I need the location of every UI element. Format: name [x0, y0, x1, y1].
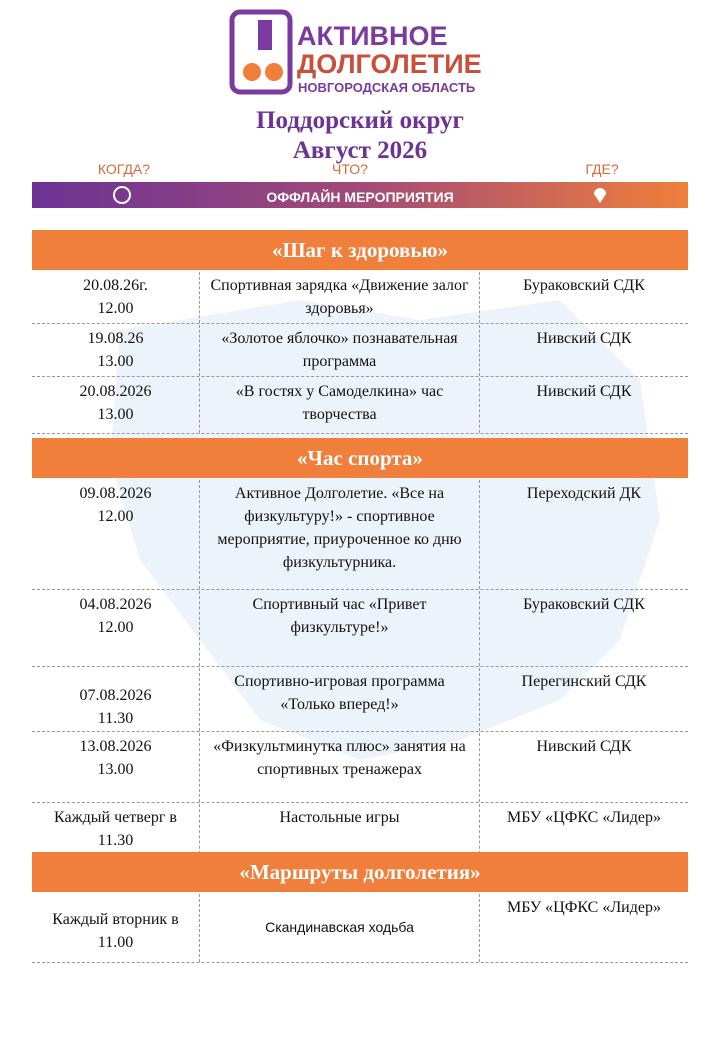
logo-line3: НОВГОРОДСКАЯ ОБЛАСТЬ: [298, 80, 475, 95]
place: Нивский СДК: [536, 738, 632, 755]
event-row: 20.08.26г. 12.00 Спортивная зарядка «Движе…: [32, 272, 688, 324]
place: Нивский СДК: [536, 330, 632, 347]
subtitle: Август 2026: [293, 137, 427, 164]
date: 20.08.2026: [79, 383, 152, 400]
event: Скандинавская ходьба: [200, 894, 480, 962]
date: 04.08.2026: [79, 596, 152, 613]
when-cell: 13.08.2026 13.00: [32, 733, 200, 802]
map-shape: [110, 300, 660, 760]
banner: [32, 182, 688, 208]
logo-tower: [258, 20, 272, 50]
place: Бураковский СДК: [523, 596, 645, 613]
date: 20.08.26г.: [83, 277, 148, 294]
logo-icon: [229, 9, 293, 95]
time: 13.00: [97, 406, 134, 423]
when-cell: Каждый вторник в 11.00: [32, 894, 200, 962]
time: 11.30: [97, 832, 134, 849]
when-cell: Каждый четверг в 11.30: [32, 804, 200, 854]
event: «В гостях у Самоделкина» час творчества: [200, 378, 480, 433]
what-label: ЧТО?: [332, 161, 368, 177]
section-header: «Час спорта»: [32, 438, 688, 478]
event: «Золотое яблочко» познавательная програм…: [200, 325, 480, 376]
logo-line2: ДОЛГОЛЕТИЕ: [297, 49, 482, 79]
event: Спортивно-игровая программа «Только впер…: [200, 668, 480, 731]
when-cell: 20.08.2026 13.00: [32, 378, 200, 433]
when-cell: 19.08.26 13.00: [32, 325, 200, 376]
title: Поддорский округ: [256, 107, 464, 134]
date: 07.08.2026: [79, 687, 152, 704]
time: 13.00: [97, 353, 134, 370]
event-row: 09.08.2026 12.00 Активное Долголетие. «Все…: [32, 480, 688, 590]
date: 09.08.2026: [79, 485, 152, 502]
place: Бураковский СДК: [523, 277, 645, 294]
when-cell: 07.08.2026 11.30: [32, 668, 200, 731]
when-cell: 09.08.2026 12.00: [32, 480, 200, 589]
logo-face: [243, 63, 261, 81]
when-cell: 04.08.2026 12.00: [32, 591, 200, 666]
pin-icon: [594, 188, 606, 203]
event: «Физкультминутка плюс» занятия на спорти…: [200, 733, 480, 802]
event-row: 20.08.2026 13.00 «В гостях у Самоделкина» …: [32, 378, 688, 434]
time: 13.00: [97, 761, 134, 778]
date: Каждый четверг в: [54, 809, 177, 826]
event-row: 04.08.2026 12.00 Спортивный час «Привет фи…: [32, 591, 688, 667]
event-row: 07.08.2026 11.30 Спортивно-игровая програм…: [32, 668, 688, 732]
time: 11.00: [97, 934, 134, 951]
event-row: 13.08.2026 13.00 «Физкультминутка плюс» за…: [32, 733, 688, 803]
place: МБУ «ЦФКС «Лидер»: [507, 899, 661, 916]
clock-icon: [113, 186, 131, 204]
section-header: «Шаг к здоровью»: [32, 230, 688, 270]
banner-label: ОФФЛАЙН МЕРОПРИЯТИЯ: [266, 188, 453, 205]
place: Переходский ДК: [526, 485, 642, 502]
event: Настольные игры: [200, 804, 480, 854]
event-row: Каждый четверг в 11.30 Настольные игры МБУ …: [32, 804, 688, 855]
place: Перегинский СДК: [521, 673, 647, 690]
event-row: Каждый вторник в 11.00 Скандинавская ходьб…: [32, 894, 688, 963]
date: 19.08.26: [87, 330, 144, 347]
date: 13.08.2026: [79, 738, 152, 755]
time: 12.00: [97, 619, 134, 636]
time: 12.00: [97, 300, 134, 317]
event: Спортивная зарядка «Движение залог здоро…: [200, 272, 480, 323]
date: Каждый вторник в: [52, 911, 179, 928]
logo-line1: АКТИВНОЕ: [297, 21, 448, 51]
event-row: 19.08.26 13.00 «Золотое яблочко» познавате…: [32, 325, 688, 377]
when-cell: 20.08.26г. 12.00: [32, 272, 200, 323]
section-header: «Маршруты долголетия»: [32, 852, 688, 892]
event: Активное Долголетие. «Все на физкультуру…: [200, 480, 480, 589]
place: Нивский СДК: [536, 383, 632, 400]
when-label: КОГДА?: [98, 161, 150, 177]
where-label: ГДЕ?: [585, 161, 618, 177]
time: 11.30: [97, 710, 134, 727]
event: Спортивный час «Привет физкультуре!»: [200, 591, 480, 666]
logo-face: [265, 63, 283, 81]
place: МБУ «ЦФКС «Лидер»: [507, 809, 661, 826]
time: 12.00: [97, 508, 134, 525]
